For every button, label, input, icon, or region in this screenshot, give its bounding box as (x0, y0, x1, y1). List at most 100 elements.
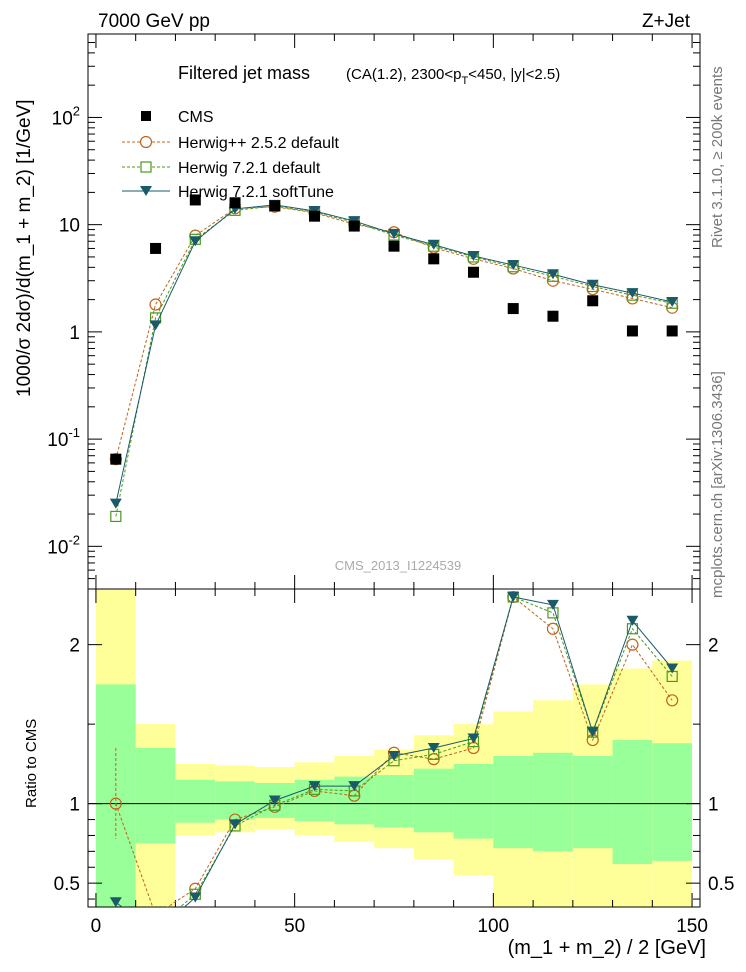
y-tick-label: 10-1 (47, 425, 80, 451)
legend-marker-cms (141, 111, 151, 121)
ratio-y-tick-label-left: 2 (69, 636, 80, 657)
ratio-point-herwig-7-2-1-softtune (308, 781, 321, 792)
ratio-point-herwig-7-2-1-softtune (666, 663, 679, 674)
ratio-axes: 0.5 0.5 1 1 2 2 0 50 100 150 (54, 589, 734, 937)
ratio-point-herwig-7-2-1-softtune (348, 781, 361, 792)
y-tick-label: 102 (52, 103, 80, 129)
band-inner (374, 775, 414, 828)
legend-marker-herwig721 (140, 161, 152, 173)
point-cms (626, 325, 638, 337)
point-herwig-7-2-1-softtune (586, 279, 599, 290)
band-inner (453, 763, 494, 839)
ratio-series (109, 590, 679, 908)
y-tick-label: 1 (69, 323, 80, 344)
mcplots-label: mcplots.cern.ch [arXiv:1306.3436] (709, 371, 726, 598)
band-inner (493, 755, 534, 849)
ratio-point-herwig-7-2-1-softtune (427, 743, 440, 753)
point-herwig-7-2-1-default (110, 510, 122, 523)
ratio-bands (88, 589, 700, 907)
band-inner (175, 779, 216, 823)
point-herwig-7-2-1-softtune (666, 296, 679, 307)
point-herwig-7-2-1-softtune (507, 260, 520, 271)
ratio-y-tick-label-left: 0.5 (54, 874, 80, 895)
ratio-point-herwig-2-5-2-default (626, 638, 639, 651)
point-herwig-7-2-1-softtune (189, 236, 202, 247)
point-cms (507, 303, 519, 315)
point-cms (547, 310, 559, 322)
header-left: 7000 GeV pp (98, 11, 210, 32)
point-cms (110, 453, 122, 465)
legend-label-herwigpp: Herwig++ 2.5.2 default (178, 135, 340, 152)
point-cms (229, 197, 241, 209)
y-tick-label-base: 10 (47, 430, 68, 451)
point-herwig-7-2-1-softtune (388, 228, 400, 239)
point-cms (388, 240, 400, 252)
band-inner (572, 755, 613, 849)
band-inner (413, 768, 454, 833)
title-cuts-part-3: T (462, 75, 469, 87)
ratio-point-herwig-2-5-2-default (666, 694, 679, 707)
series-line-herwig-2-5-2-default (115, 206, 673, 460)
band-inner (215, 781, 255, 820)
point-cms (587, 295, 599, 307)
point-herwig-2-5-2-default (149, 298, 162, 311)
legend: CMS Herwig++ 2.5.2 default Herwig 7.2.1 … (122, 109, 340, 201)
x-tick-label: 50 (284, 916, 305, 937)
x-tick-label: 100 (477, 916, 509, 937)
analysis-watermark: CMS_2013_I1224539 (335, 558, 462, 573)
point-cms (150, 242, 162, 254)
ratio-y-tick-label-right: 2 (708, 636, 719, 657)
rivet-label: Rivet 3.1.10, ≥ 200k events (709, 66, 726, 248)
point-cms (467, 266, 479, 278)
legend-label-softtune: Herwig 7.2.1 softTune (178, 184, 334, 201)
series-line-herwig-7-2-1-default (115, 205, 673, 517)
ratio-point-herwig-7-2-1-softtune (546, 599, 559, 610)
ratio-point-herwig-7-2-1-softtune (626, 615, 639, 626)
point-cms (189, 194, 201, 206)
ratio-point-herwig-7-2-1-softtune (388, 750, 400, 761)
point-herwig-7-2-1-softtune (109, 498, 122, 509)
y-tick-label: 10 (59, 216, 80, 237)
title-cuts-part-1: (CA(1.2), 230 (346, 66, 436, 83)
point-cms (348, 220, 360, 232)
legend-marker-softtune (140, 186, 152, 196)
x-axis-title: (m_1 + m_2) / 2 [GeV] (508, 937, 706, 959)
ratio-y-tick-label-left: 1 (69, 795, 80, 816)
point-herwig-7-2-1-softtune (427, 239, 440, 250)
ratio-point-herwig-7-2-1-softtune (268, 795, 281, 806)
y-tick-label-base: 10 (52, 108, 73, 129)
band-inner (533, 752, 573, 852)
y-tick-label-exp: 2 (73, 103, 80, 118)
point-cms (309, 210, 321, 222)
ratio-point-herwig-7-2-1-softtune (229, 819, 242, 830)
ratio-y-tick-label-right: 1 (708, 795, 719, 816)
ratio-y-tick-label-right: 0.5 (708, 874, 734, 895)
plot-title-cuts: (CA(1.2), 2300<pT<450, |y|<2.5) (346, 66, 560, 87)
point-cms (269, 200, 281, 212)
ratio-point-herwig-7-2-1-softtune (189, 892, 202, 903)
point-cms (666, 325, 678, 337)
band-inner (135, 748, 176, 844)
band-inner (612, 740, 653, 865)
ratio-point-herwig-7-2-1-softtune (586, 727, 599, 738)
y-tick-label: 10-2 (47, 532, 80, 558)
point-herwig-7-2-1-softtune (149, 320, 162, 331)
legend-marker-herwigpp (139, 135, 153, 149)
ratio-point-herwig-7-2-1-softtune (507, 591, 520, 602)
legend-label-herwig721: Herwig 7.2.1 default (178, 160, 321, 177)
y-tick-label-base: 10 (47, 537, 68, 558)
ratio-line-herwig-2-5-2-default (115, 596, 673, 907)
point-herwig-7-2-1-softtune (626, 288, 639, 299)
ratio-point-herwig-7-2-1-softtune (467, 733, 480, 744)
x-tick-label: 0 (91, 916, 102, 937)
header-right: Z+Jet (642, 11, 691, 32)
main-y-axis-title: 1000/σ 2dσ)/d(m_1 + m_2) [1/GeV] (14, 99, 35, 397)
ratio-panel-frame (87, 588, 701, 908)
title-cuts-part-2: 0<p (436, 66, 461, 83)
main-series (109, 194, 679, 523)
point-cms (428, 253, 440, 265)
ratio-point-herwig-7-2-1-softtune (109, 897, 122, 908)
title-cuts-part-4: <450, |y|<2.5) (468, 66, 560, 83)
